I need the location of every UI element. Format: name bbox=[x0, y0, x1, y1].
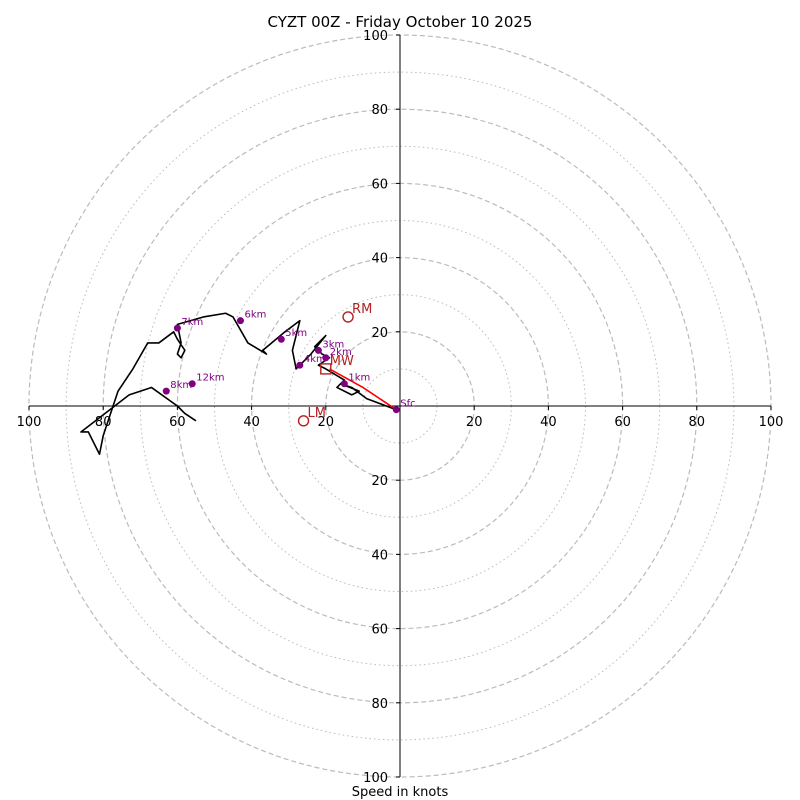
y-tick-label: 20 bbox=[371, 326, 388, 341]
storm-motion-circle bbox=[297, 415, 310, 427]
x-tick-label: 40 bbox=[540, 415, 557, 430]
height-marker-label: 1km bbox=[348, 373, 370, 384]
height-marker-label: 2km bbox=[330, 347, 352, 358]
hodograph-line bbox=[80, 312, 397, 456]
height-marker-label: Sfc bbox=[400, 399, 415, 410]
height-marker-label: 6km bbox=[244, 310, 266, 321]
y-tick-label: 80 bbox=[371, 103, 388, 118]
y-tick-label: 60 bbox=[371, 177, 388, 192]
y-tick-label: 20 bbox=[371, 474, 388, 489]
axes bbox=[29, 35, 771, 777]
height-marker-dot bbox=[236, 317, 244, 325]
x-tick-label: 20 bbox=[318, 415, 335, 430]
height-marker-label: 5km bbox=[285, 328, 307, 339]
height-marker-label: 7km bbox=[181, 317, 203, 328]
x-tick-label: 100 bbox=[17, 415, 42, 430]
x-tick-label: 20 bbox=[466, 415, 483, 430]
height-marker-label: 3km bbox=[322, 339, 344, 350]
storm-motion-markers: RM MW LM bbox=[297, 302, 372, 427]
x-tick-label: 40 bbox=[243, 415, 260, 430]
height-marker-dot bbox=[277, 335, 285, 343]
height-marker-label: 12km bbox=[196, 373, 224, 384]
height-marker-label: 4km bbox=[304, 354, 326, 365]
y-tick-label: 100 bbox=[363, 771, 388, 786]
height-marker-label: 8km bbox=[170, 380, 192, 391]
y-tick-label: 40 bbox=[371, 548, 388, 563]
mean-wind-marker bbox=[320, 363, 332, 375]
shear-vector-line bbox=[329, 368, 397, 411]
height-marker-dot bbox=[162, 387, 170, 395]
y-tick-label: 80 bbox=[371, 697, 388, 712]
wind-trace bbox=[80, 312, 397, 456]
motion-marker-label: LM bbox=[308, 406, 326, 421]
x-tick-label: 100 bbox=[759, 415, 784, 430]
height-marker-dot bbox=[392, 406, 400, 414]
motion-marker-label: RM bbox=[352, 302, 372, 317]
height-marker-dot bbox=[314, 346, 322, 354]
motion-marker-label: MW bbox=[330, 354, 354, 369]
y-tick-label: 40 bbox=[371, 252, 388, 267]
y-tick-label: 100 bbox=[363, 29, 388, 44]
height-marker-dot bbox=[322, 354, 330, 362]
height-marker-dot bbox=[173, 324, 181, 332]
x-axis-label: Speed in knots bbox=[352, 785, 449, 800]
height-marker-dot bbox=[188, 380, 196, 388]
x-tick-label: 60 bbox=[614, 415, 631, 430]
x-tick-label: 80 bbox=[689, 415, 706, 430]
y-tick-label: 60 bbox=[371, 623, 388, 638]
x-tick-label: 60 bbox=[169, 415, 186, 430]
storm-motion-circle bbox=[342, 311, 354, 323]
height-marker-dot bbox=[340, 380, 348, 388]
height-marker-dot bbox=[296, 361, 304, 369]
chart-title: CYZT 00Z - Friday October 10 2025 bbox=[268, 13, 533, 31]
